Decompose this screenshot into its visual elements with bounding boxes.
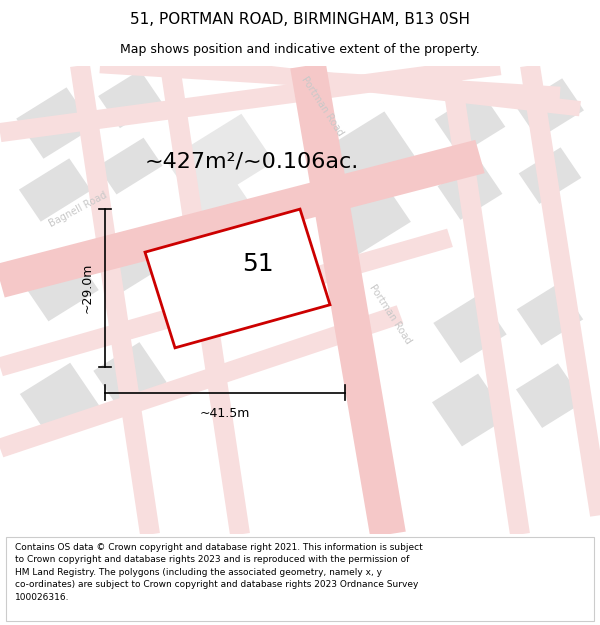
Polygon shape [290,63,406,537]
Polygon shape [94,342,167,411]
Polygon shape [199,58,581,116]
Polygon shape [326,111,415,192]
Text: Portman Road: Portman Road [367,282,413,346]
Polygon shape [437,160,502,220]
Polygon shape [440,64,530,536]
Polygon shape [21,250,99,321]
Polygon shape [433,294,506,363]
Text: 51, PORTMAN ROAD, BIRMINGHAM, B13 0SH: 51, PORTMAN ROAD, BIRMINGHAM, B13 0SH [130,12,470,27]
Text: Map shows position and indicative extent of the property.: Map shows position and indicative extent… [120,42,480,56]
Polygon shape [97,138,163,194]
Text: Portman Road: Portman Road [299,74,345,138]
Polygon shape [166,114,274,209]
Polygon shape [98,70,162,128]
Polygon shape [0,229,453,376]
Polygon shape [0,56,502,142]
Polygon shape [516,78,584,139]
Polygon shape [516,363,584,428]
Polygon shape [19,158,91,222]
Polygon shape [95,229,166,294]
Text: 51: 51 [242,252,274,276]
Text: ~427m²/~0.106ac.: ~427m²/~0.106ac. [145,151,359,171]
Polygon shape [329,182,411,256]
Polygon shape [160,182,280,293]
Polygon shape [432,374,508,446]
Text: ~29.0m: ~29.0m [80,263,94,313]
Text: ~41.5m: ~41.5m [200,408,250,421]
Polygon shape [145,209,330,348]
Text: Contains OS data © Crown copyright and database right 2021. This information is : Contains OS data © Crown copyright and d… [15,543,423,602]
Polygon shape [16,88,94,159]
Polygon shape [100,58,560,102]
Polygon shape [0,306,403,458]
Text: Bagnell Road: Bagnell Road [47,189,109,229]
Polygon shape [160,64,250,536]
Polygon shape [20,362,100,438]
Polygon shape [518,148,581,204]
Polygon shape [0,140,485,298]
Polygon shape [517,283,583,346]
Polygon shape [70,64,160,536]
Polygon shape [434,91,505,156]
Polygon shape [520,64,600,517]
